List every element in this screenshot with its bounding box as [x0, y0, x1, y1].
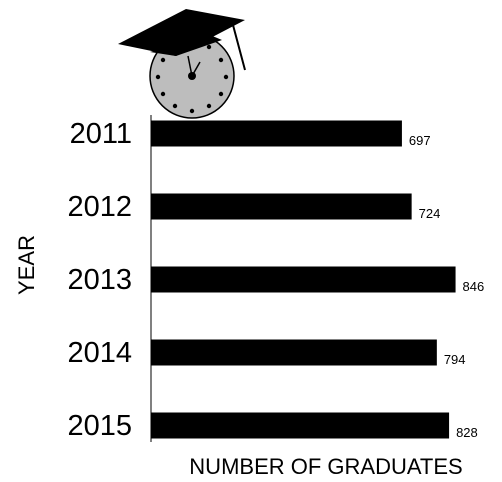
- bar: [151, 120, 402, 147]
- value-label: 697: [409, 133, 431, 148]
- x-axis-label: NUMBER OF GRADUATES: [189, 454, 462, 479]
- value-label: 846: [463, 279, 485, 294]
- bar: [151, 412, 450, 439]
- value-label: 724: [419, 206, 441, 221]
- y-tick-label: 2012: [67, 191, 132, 223]
- y-tick-label: 2014: [67, 337, 132, 369]
- y-tick-label: 2015: [67, 410, 132, 442]
- y-axis-label: YEAR: [14, 235, 39, 295]
- value-label: 828: [456, 425, 478, 440]
- bar: [151, 193, 412, 220]
- y-tick-label: 2011: [70, 118, 132, 150]
- value-label: 794: [444, 352, 466, 367]
- bar: [151, 266, 456, 293]
- bar: [151, 339, 437, 366]
- graduation-clock-icon: [118, 9, 246, 119]
- y-tick-label: 2013: [67, 264, 132, 296]
